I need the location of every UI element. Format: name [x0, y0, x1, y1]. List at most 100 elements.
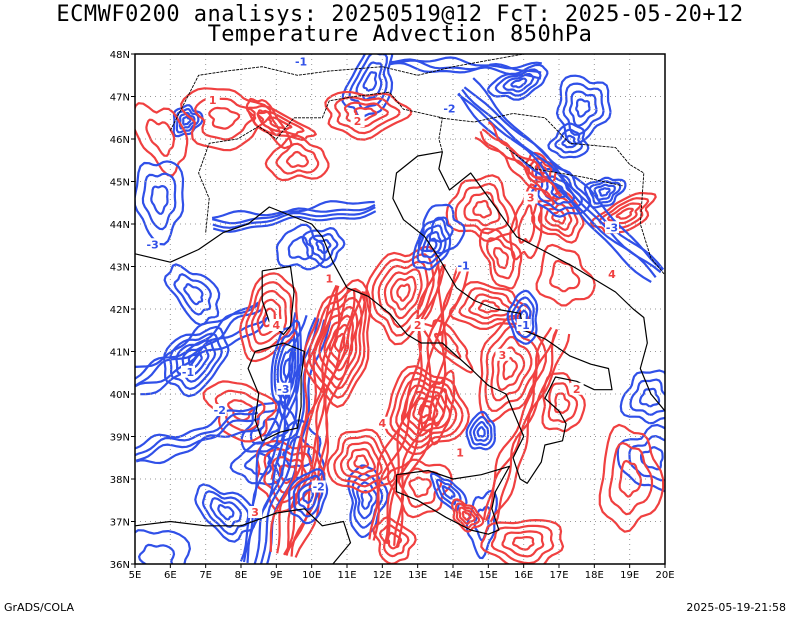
y-tick-label: 46N — [110, 135, 130, 146]
contour-line — [379, 524, 410, 558]
contour-label-bg — [276, 382, 291, 395]
contour-line — [353, 454, 370, 470]
contour-line — [537, 167, 583, 212]
contour-line — [135, 426, 264, 465]
axis-ticks: 5E 6E 7E 8E 9E 10E 11E 12E 13E 14E 15E 16E 17E 18E 19E… — [110, 50, 675, 581]
contour-line — [472, 421, 490, 442]
contour-label-bg — [269, 319, 284, 331]
x-tick-label: 9E — [270, 570, 283, 581]
contour-label-bg — [212, 404, 227, 416]
contour-line — [387, 458, 453, 519]
contour-label-bg — [375, 416, 390, 429]
y-tick-label: 44N — [110, 220, 130, 231]
contour-line — [463, 191, 501, 227]
y-tick-label: 40N — [110, 390, 130, 401]
contour-line — [175, 339, 217, 383]
contour-line — [318, 305, 359, 381]
contour-label: 3 — [251, 506, 259, 519]
contour-label-bg — [495, 348, 510, 361]
contour-label-bg — [605, 221, 619, 234]
contour-line — [270, 319, 302, 420]
contour-line — [211, 203, 376, 225]
contour-line — [481, 128, 562, 198]
contour-label: 4 — [273, 319, 281, 332]
contour-line — [476, 426, 486, 438]
contour-line — [389, 61, 542, 80]
contour-label: 4 — [379, 417, 387, 430]
contour-line — [182, 115, 192, 126]
contour-line — [629, 378, 665, 416]
y-tick-label: 38N — [110, 475, 130, 486]
contour-line — [628, 435, 665, 482]
contour-line — [457, 92, 652, 283]
contour-line — [517, 204, 536, 244]
contour-label-bg — [523, 191, 538, 204]
contour-line — [273, 329, 300, 410]
contour-line — [356, 481, 378, 520]
contour-label-bg — [453, 446, 468, 459]
contour-label: -1 — [457, 260, 469, 273]
contour-line — [138, 543, 176, 564]
contour-line — [135, 411, 259, 457]
x-tick-label: 11E — [337, 570, 356, 581]
contour-line — [494, 328, 558, 525]
contour-label: -2 — [214, 404, 226, 417]
contour-label: -2 — [313, 481, 325, 494]
contour-line — [478, 227, 523, 290]
contour-line — [568, 90, 598, 127]
contour-line — [163, 263, 221, 326]
y-tick-label: 42N — [110, 305, 130, 316]
credit-label: GrADS/COLA — [4, 601, 74, 614]
contour-label: 1 — [456, 447, 464, 460]
contour-line — [353, 106, 378, 122]
contour-label-bg — [516, 319, 531, 331]
x-tick-label: 10E — [302, 570, 321, 581]
contour-line — [324, 90, 413, 141]
contour-label: 3 — [499, 349, 507, 362]
contour-line — [416, 224, 447, 265]
y-tick-label: 39N — [110, 433, 130, 444]
contour-line — [486, 237, 516, 280]
contour-label-bg — [145, 238, 160, 251]
contour-line — [480, 518, 565, 564]
contour-line — [412, 397, 439, 425]
contour-line — [465, 489, 498, 560]
contour-line — [246, 317, 317, 563]
contour-line — [396, 283, 411, 302]
x-tick-label: 15E — [479, 570, 498, 581]
contour-line — [140, 316, 269, 396]
contour-labels: 1 2 3 4 1 2 3 4 1 2 3 4 -1 -2 -3 -1 -2 -3 -1 -2 -3 -1 — [145, 55, 619, 519]
contour-line — [389, 58, 542, 74]
border-line — [198, 91, 443, 233]
contour-line — [301, 227, 346, 269]
contour-line — [535, 243, 596, 307]
contour-label: -3 — [606, 221, 618, 234]
contour-label: 3 — [527, 192, 535, 205]
contour-line — [474, 136, 556, 205]
contour-line — [333, 435, 390, 488]
contour-line — [608, 441, 654, 516]
coastline — [135, 54, 665, 564]
contour-line — [421, 231, 443, 259]
contour-line — [371, 253, 435, 337]
border-line — [505, 147, 623, 187]
contour-line — [276, 285, 340, 554]
x-tick-label: 7E — [199, 570, 212, 581]
contour-label-bg — [248, 506, 263, 518]
contour-line — [506, 289, 539, 345]
contour-line — [411, 217, 452, 271]
contour-label-bg — [294, 55, 309, 68]
contour-line — [135, 529, 191, 564]
coast-line — [247, 342, 306, 442]
y-tick-label: 43N — [110, 263, 130, 274]
contour-line — [451, 498, 485, 533]
x-tick-label: 13E — [408, 570, 427, 581]
contour-line — [326, 428, 397, 494]
contour-line — [562, 82, 605, 136]
y-tick-label: 36N — [110, 560, 130, 571]
contour-line — [209, 497, 242, 529]
contour-line — [365, 245, 441, 346]
contour-line — [598, 423, 665, 533]
contour-label-bg — [410, 319, 425, 331]
